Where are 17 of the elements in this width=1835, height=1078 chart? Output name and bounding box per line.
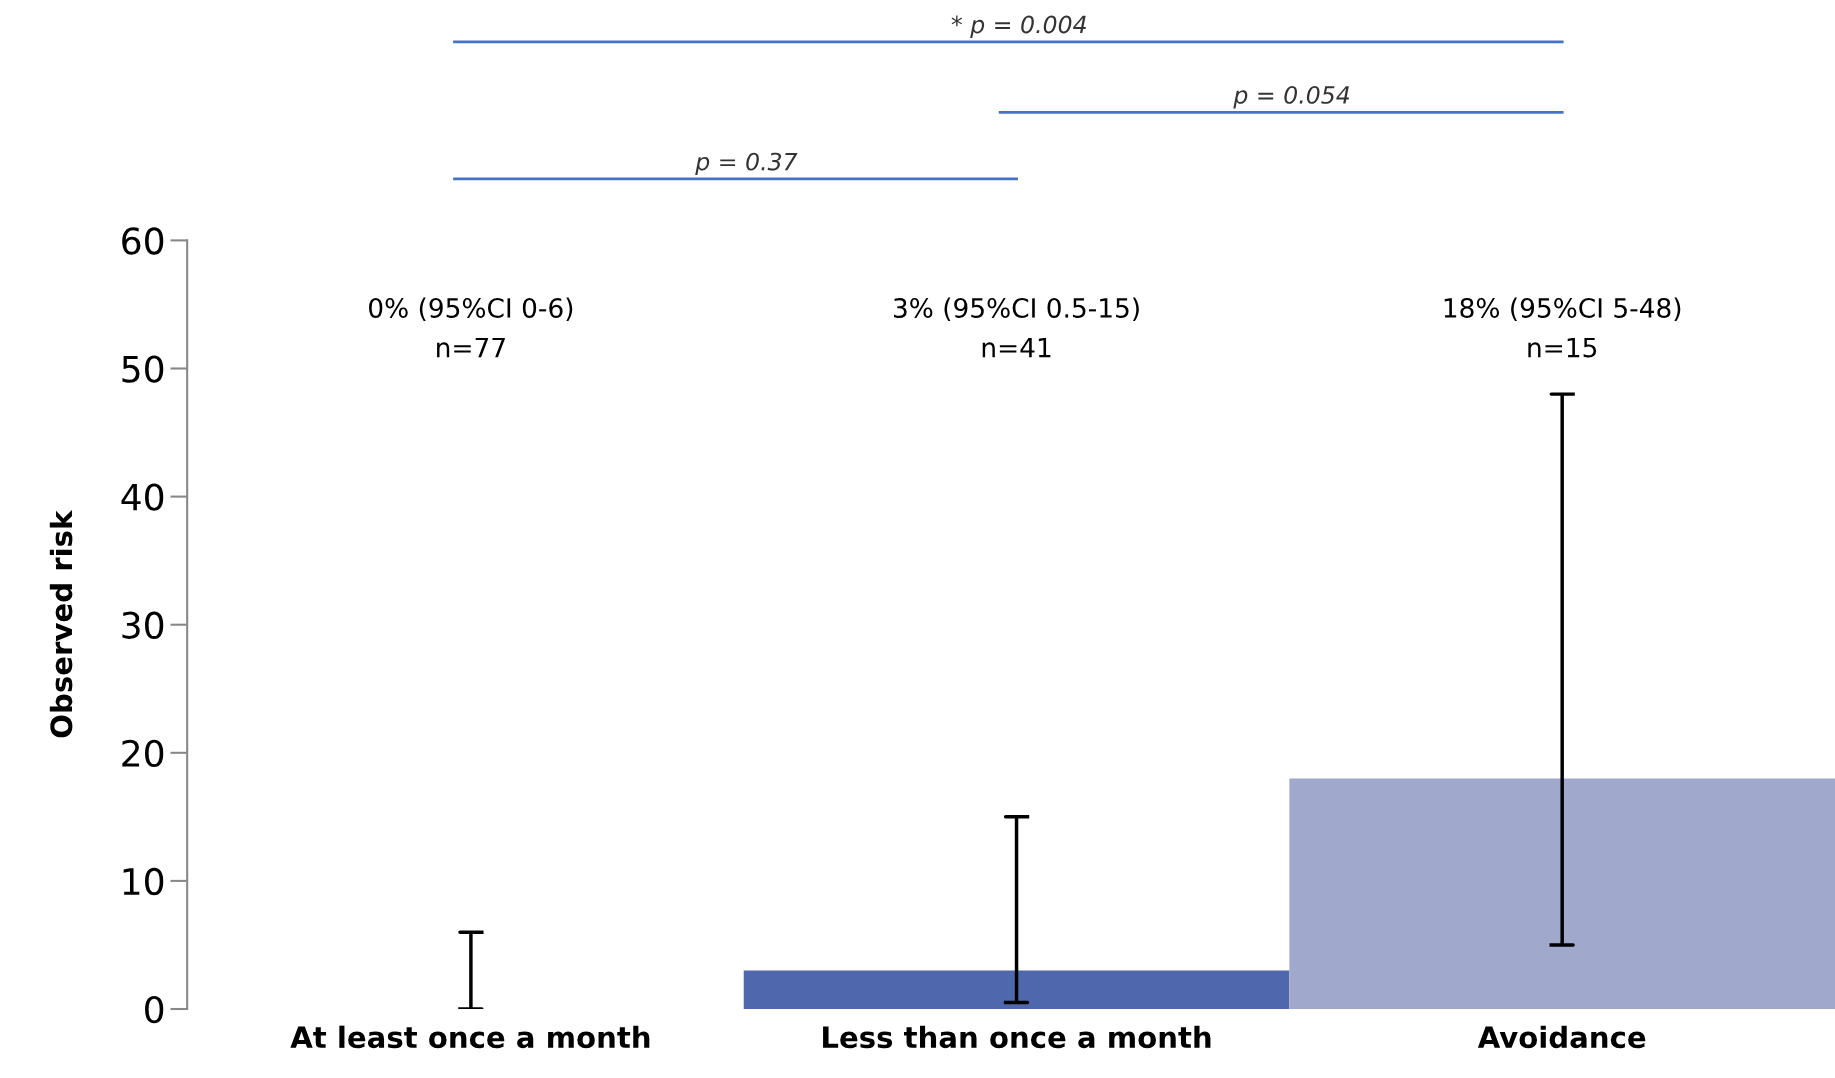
y-tick-label: 40 bbox=[121, 483, 164, 511]
annotation: 18% (95%CI 5-48) n=15 bbox=[1444, 297, 1681, 358]
annotation: 3% (95%CI 0.5-15) n=41 bbox=[893, 297, 1139, 358]
y-axis-title: Observed risk bbox=[49, 510, 73, 738]
y-tick-label: 0 bbox=[145, 995, 164, 1024]
y-tick-label: 50 bbox=[122, 355, 164, 383]
text: * p = 0.004 bbox=[951, 15, 1086, 38]
y-tick-label: 60 bbox=[122, 227, 164, 255]
annotation: 0% (95%CI 0-6) n=77 bbox=[369, 297, 573, 358]
x-tick-label: Less than once a month bbox=[823, 1025, 1211, 1049]
text: p = 0.054 bbox=[1233, 86, 1350, 109]
y-tick-label: 20 bbox=[122, 739, 164, 768]
x-tick-label: Avoidance bbox=[1477, 1025, 1646, 1049]
y-tick-label: 10 bbox=[123, 867, 164, 896]
x-tick-label: At least once a month bbox=[290, 1025, 650, 1049]
text: p = 0.37 bbox=[695, 152, 798, 176]
y-tick-label: 30 bbox=[122, 611, 164, 639]
